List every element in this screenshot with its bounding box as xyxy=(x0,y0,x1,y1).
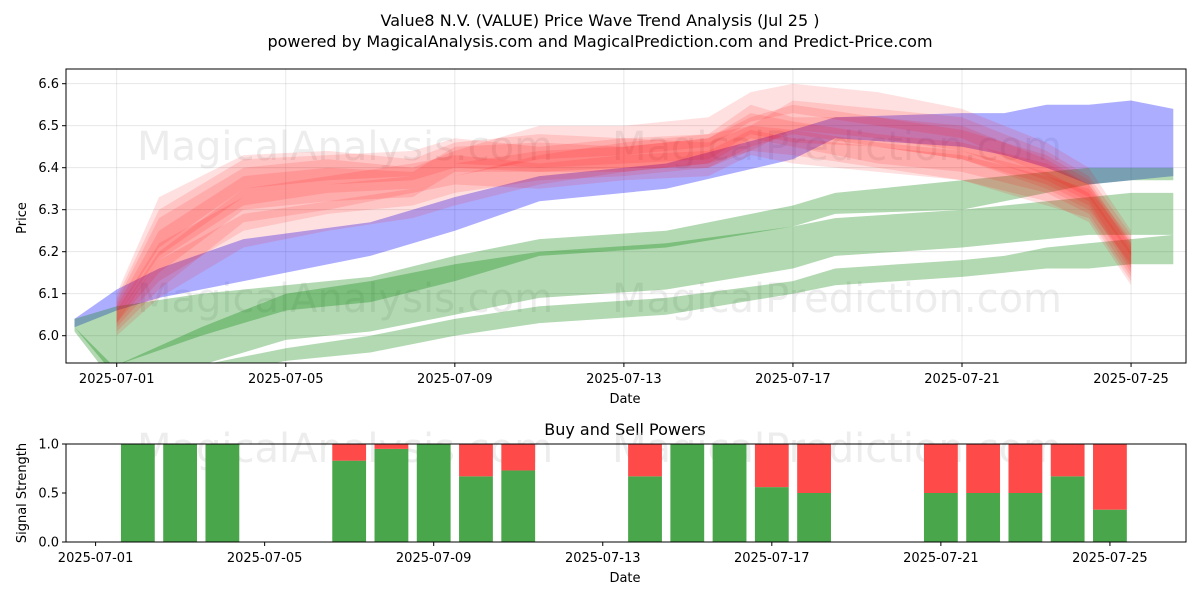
price-watermark: MagicalAnalysis.com xyxy=(137,124,553,170)
price-x-tick-label: 2025-07-01 xyxy=(79,372,155,387)
signal-y-tick-label: 0.5 xyxy=(38,487,59,502)
price-x-tick-label: 2025-07-25 xyxy=(1093,372,1169,387)
signal-x-ticks: 2025-07-01 2025-07-05 2025-07-09 2025-07-13… xyxy=(58,542,1148,566)
price-y-tick-label: 6.6 xyxy=(38,77,59,92)
sell-power-bar xyxy=(332,444,367,461)
price-band-red-band-5 xyxy=(116,113,1132,324)
signal-y-axis-label: Signal Strength xyxy=(15,443,30,543)
signal-x-tick-label: 2025-07-09 xyxy=(396,551,472,566)
sell-power-bar xyxy=(923,444,958,493)
signal-x-tick-label: 2025-07-13 xyxy=(565,551,641,566)
price-plot: MagicalAnalysis.com MagicalPrediction.com… xyxy=(15,68,1187,407)
price-watermarks: MagicalAnalysis.com MagicalPrediction.com… xyxy=(137,124,1062,322)
price-grid xyxy=(66,69,1186,363)
buy-power-bar xyxy=(205,444,240,542)
signal-x-tick-label: 2025-07-01 xyxy=(58,551,134,566)
buy-power-bar xyxy=(374,448,409,542)
price-x-tick-label: 2025-07-17 xyxy=(755,372,831,387)
signal-x-tick-label: 2025-07-05 xyxy=(227,551,303,566)
buy-power-bar xyxy=(501,470,536,542)
signal-y-tick-label: 0.0 xyxy=(38,536,59,551)
price-x-tick-label: 2025-07-13 xyxy=(586,372,662,387)
buy-power-bar xyxy=(628,476,662,542)
price-band-red-band-7 xyxy=(116,129,1132,332)
sell-power-bar xyxy=(628,444,662,477)
price-x-tick-label: 2025-07-05 xyxy=(248,372,324,387)
chart-title: Value8 N.V. (VALUE) Price Wave Trend Ana… xyxy=(380,11,819,30)
price-watermark: MagicalPrediction.com xyxy=(612,276,1062,322)
signal-chart-title: Buy and Sell Powers xyxy=(544,420,706,439)
price-watermark: MagicalAnalysis.com xyxy=(137,276,553,322)
price-watermark: MagicalPrediction.com xyxy=(612,124,1062,170)
signal-x-tick-label: 2025-07-17 xyxy=(734,551,810,566)
sell-power-bar xyxy=(1008,444,1043,493)
sell-power-bar xyxy=(459,444,493,477)
price-y-tick-label: 6.5 xyxy=(38,119,59,134)
sell-power-bar xyxy=(1093,444,1127,510)
price-band-green-band-lower xyxy=(74,234,1174,363)
price-x-tick-label: 2025-07-21 xyxy=(924,372,1000,387)
price-band-red-band-2 xyxy=(116,83,1132,324)
signal-x-tick-label: 2025-07-21 xyxy=(903,551,979,566)
price-band-green-band-upper xyxy=(74,167,1174,363)
buy-power-bar xyxy=(459,476,493,542)
sell-power-bar xyxy=(754,444,789,488)
price-y-tick-label: 6.0 xyxy=(38,329,59,344)
price-x-axis-label: Date xyxy=(609,392,640,407)
buy-power-bar xyxy=(332,460,367,542)
buy-power-bar xyxy=(1050,476,1085,542)
signal-plot: MagicalAnalysis.comMagicalPrediction.com… xyxy=(15,426,1187,586)
price-band-red-band-3 xyxy=(116,104,1132,328)
price-y-tick-label: 6.3 xyxy=(38,203,59,218)
sell-power-bar xyxy=(797,444,831,493)
price-band-red-band-1 xyxy=(116,104,1132,315)
price-y-axis-label: Price xyxy=(15,202,30,234)
price-y-tick-label: 6.2 xyxy=(38,245,59,260)
sell-power-bar xyxy=(374,444,409,449)
chart-subtitle: powered by MagicalAnalysis.com and Magic… xyxy=(267,32,932,51)
price-band-red-band-4 xyxy=(116,125,1132,336)
buy-power-bar xyxy=(670,444,705,542)
price-x-tick-label: 2025-07-09 xyxy=(417,372,493,387)
buy-power-bar xyxy=(966,493,1001,542)
price-y-tick-label: 6.1 xyxy=(38,287,59,302)
price-bands xyxy=(74,83,1174,363)
buy-power-bar xyxy=(712,444,747,542)
sell-power-bar xyxy=(966,444,1001,493)
buy-power-bar xyxy=(754,487,789,542)
sell-power-bar xyxy=(1050,444,1085,477)
price-band-red-band-6 xyxy=(116,100,1132,319)
buy-power-bar xyxy=(923,493,958,542)
buy-power-bar xyxy=(1008,493,1043,542)
sell-power-bar xyxy=(501,444,536,471)
signal-y-ticks: 0.0 0.5 1.0 xyxy=(38,438,66,551)
price-band-green-band-mid xyxy=(74,192,1174,363)
buy-power-bar xyxy=(797,493,831,542)
signal-x-tick-label: 2025-07-25 xyxy=(1072,551,1148,566)
buy-power-bar xyxy=(1093,509,1127,542)
buy-power-bar xyxy=(120,444,155,542)
buy-power-bar xyxy=(163,444,198,542)
price-x-ticks: 2025-07-01 2025-07-05 2025-07-09 2025-07-13… xyxy=(79,363,1169,387)
price-y-ticks: 6.0 6.1 6.2 6.3 6.4 6.5 6.6 xyxy=(38,77,66,344)
price-plot-frame xyxy=(65,68,1187,364)
buy-power-bar xyxy=(416,444,451,542)
signal-x-axis-label: Date xyxy=(609,571,640,586)
signal-bars xyxy=(120,444,1127,542)
signal-y-tick-label: 1.0 xyxy=(38,438,59,453)
price-band-blue-band xyxy=(74,100,1174,328)
price-y-tick-label: 6.4 xyxy=(38,161,59,176)
